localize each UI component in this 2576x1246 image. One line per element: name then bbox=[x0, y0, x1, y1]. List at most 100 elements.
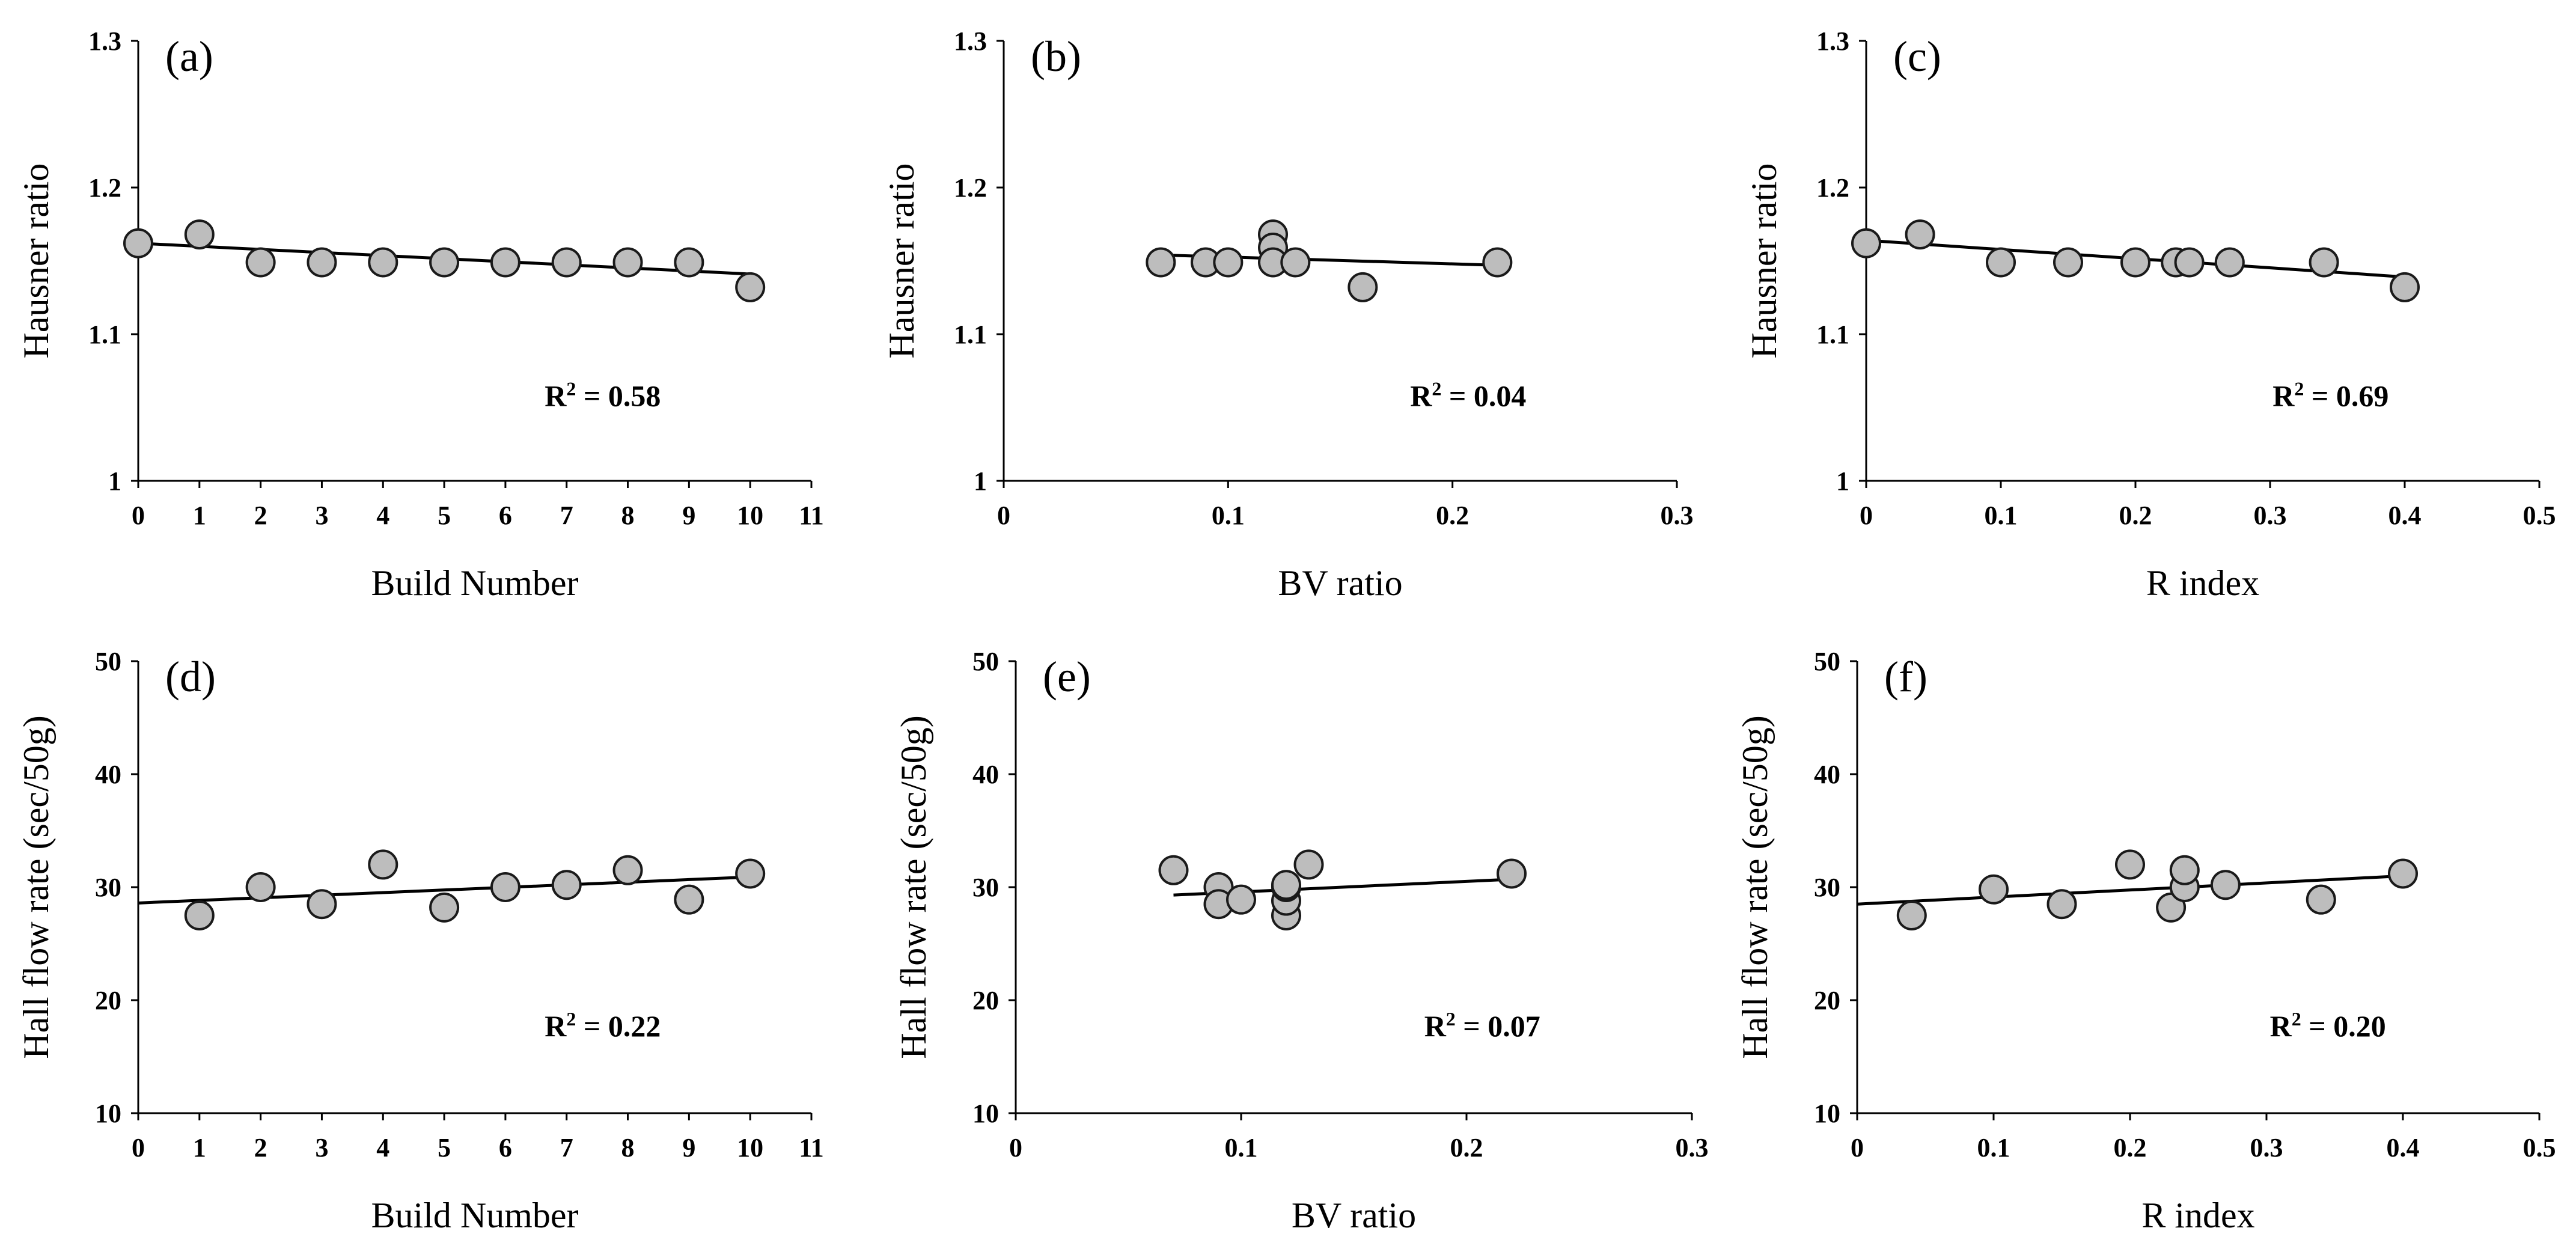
y-tick-label-a: 1.3 bbox=[88, 26, 121, 56]
data-point-f bbox=[2115, 849, 2145, 880]
y-tick-label-e: 20 bbox=[972, 986, 999, 1015]
data-point-c bbox=[1905, 219, 1935, 250]
y-tick-label-d: 40 bbox=[95, 760, 121, 789]
data-point-f bbox=[1979, 874, 2009, 905]
data-point-a bbox=[674, 247, 704, 278]
data-point-e bbox=[1226, 884, 1256, 915]
x-tick-label-b: 0 bbox=[997, 501, 1010, 530]
y-axis-title-e: Hall flow rate (sec/50g) bbox=[894, 715, 933, 1058]
y-tick-label-b: 1 bbox=[974, 466, 987, 496]
x-axis-title-f: R index bbox=[2141, 1196, 2254, 1235]
y-tick-label-d: 10 bbox=[95, 1099, 121, 1128]
x-axis-title-b: BV ratio bbox=[1278, 563, 1402, 603]
y-axis-title-b: Hausner ratio bbox=[882, 163, 921, 359]
x-tick-label-d: 10 bbox=[737, 1133, 763, 1162]
x-tick-label-f: 0.3 bbox=[2250, 1133, 2283, 1162]
r2-superscript: 2 bbox=[1432, 378, 1441, 400]
r2-value: = 0.20 bbox=[2301, 1009, 2386, 1043]
r2-annotation-c: R2 = 0.69 bbox=[2272, 378, 2388, 413]
y-tick-label-f: 50 bbox=[1814, 647, 1840, 676]
data-point-c bbox=[2053, 247, 2083, 278]
x-tick-label-a: 4 bbox=[376, 501, 389, 530]
x-tick-label-d: 4 bbox=[376, 1133, 389, 1162]
x-tick-label-e: 0.1 bbox=[1225, 1133, 1258, 1162]
data-point-c bbox=[2174, 247, 2205, 278]
y-axis-title-a: Hausner ratio bbox=[16, 163, 56, 359]
r2-value: = 0.07 bbox=[1456, 1009, 1540, 1043]
chart-panel-f: 10 20 30 40 50 0 0.1 0.2 0.3 0.4 0.5 R index Hall fl… bbox=[1735, 647, 2556, 1235]
data-point-b bbox=[1146, 247, 1176, 278]
y-tick-label-e: 10 bbox=[972, 1099, 999, 1128]
data-point-e bbox=[1158, 855, 1189, 885]
r2-annotation-a: R2 = 0.58 bbox=[545, 378, 661, 413]
data-point-b bbox=[1482, 247, 1513, 278]
y-axis-title-c: Hausner ratio bbox=[1744, 163, 1784, 359]
x-tick-label-b: 0.2 bbox=[1436, 501, 1469, 530]
chart-panel-c: 1 1.1 1.2 1.3 0 0.1 0.2 0.3 0.4 0.5 R index Hausner… bbox=[1744, 26, 2556, 603]
panel-label-b: (b) bbox=[1031, 32, 1081, 81]
x-tick-label-a: 3 bbox=[315, 501, 328, 530]
r2-symbol: R bbox=[2270, 1009, 2292, 1043]
data-point-e bbox=[1271, 870, 1301, 900]
y-tick-label-f: 40 bbox=[1814, 760, 1840, 789]
data-point-b bbox=[1280, 247, 1311, 278]
x-tick-label-e: 0 bbox=[1009, 1133, 1022, 1162]
panel-label-f: (f) bbox=[1884, 653, 1927, 701]
data-point-a bbox=[245, 247, 276, 278]
y-tick-label-e: 30 bbox=[972, 873, 999, 902]
x-tick-label-b: 0.1 bbox=[1212, 501, 1245, 530]
x-tick-label-a: 2 bbox=[254, 501, 267, 530]
x-tick-label-d: 7 bbox=[560, 1133, 573, 1162]
data-point-e bbox=[1293, 849, 1324, 880]
x-axis-title-d: Build Number bbox=[371, 1196, 579, 1235]
x-tick-label-a: 11 bbox=[799, 501, 824, 530]
x-tick-label-c: 0 bbox=[1860, 501, 1873, 530]
data-point-b bbox=[1348, 272, 1378, 302]
data-point-e bbox=[1497, 858, 1527, 889]
data-point-f bbox=[2388, 858, 2418, 889]
x-tick-label-b: 0.3 bbox=[1661, 501, 1694, 530]
x-tick-label-c: 0.5 bbox=[2523, 501, 2556, 530]
data-point-a bbox=[184, 219, 215, 250]
x-tick-label-f: 0 bbox=[1851, 1133, 1864, 1162]
x-tick-label-a: 8 bbox=[621, 501, 635, 530]
r2-value: = 0.69 bbox=[2304, 379, 2388, 413]
data-point-d bbox=[245, 872, 276, 902]
r2-superscript: 2 bbox=[2294, 378, 2304, 400]
data-point-c bbox=[2214, 247, 2245, 278]
x-axis-title-a: Build Number bbox=[371, 563, 579, 603]
data-point-a bbox=[735, 272, 766, 302]
r2-superscript: 2 bbox=[2292, 1008, 2301, 1030]
data-point-d bbox=[674, 884, 704, 915]
r2-symbol: R bbox=[1424, 1009, 1447, 1043]
data-point-f bbox=[2169, 855, 2200, 885]
x-tick-label-d: 11 bbox=[799, 1133, 824, 1162]
data-point-c bbox=[2390, 272, 2420, 302]
panel-label-a: (a) bbox=[165, 32, 213, 81]
r2-superscript: 2 bbox=[566, 1008, 576, 1030]
x-axis-title-c: R index bbox=[2146, 563, 2259, 603]
data-point-c bbox=[2120, 247, 2150, 278]
data-point-f bbox=[2210, 870, 2241, 900]
chart-panel-e: 10 20 30 40 50 0 0.1 0.2 0.3 BV ratio Hall flow ra… bbox=[894, 647, 1709, 1235]
chart-panel-b: 1 1.1 1.2 1.3 0 0.1 0.2 0.3 BV ratio Hausner rati… bbox=[882, 26, 1694, 603]
x-tick-label-f: 0.1 bbox=[1977, 1133, 2010, 1162]
x-tick-label-d: 3 bbox=[315, 1133, 328, 1162]
data-point-d bbox=[368, 849, 398, 880]
x-tick-label-a: 0 bbox=[132, 501, 145, 530]
y-tick-label-f: 10 bbox=[1814, 1099, 1840, 1128]
x-tick-label-a: 10 bbox=[737, 501, 763, 530]
y-tick-label-f: 30 bbox=[1814, 873, 1840, 902]
r2-symbol: R bbox=[545, 379, 567, 413]
x-tick-label-a: 9 bbox=[682, 501, 695, 530]
y-tick-label-c: 1.1 bbox=[1816, 320, 1849, 349]
y-tick-label-b: 1.1 bbox=[954, 320, 987, 349]
data-point-d bbox=[490, 872, 520, 902]
trend-line-d bbox=[138, 875, 751, 905]
y-axis-title-d: Hall flow rate (sec/50g) bbox=[16, 715, 56, 1058]
x-tick-label-c: 0.1 bbox=[1985, 501, 2018, 530]
r2-annotation-d: R2 = 0.22 bbox=[545, 1008, 661, 1043]
r2-annotation-e: R2 = 0.07 bbox=[1424, 1008, 1540, 1043]
y-tick-label-c: 1 bbox=[1836, 466, 1849, 496]
